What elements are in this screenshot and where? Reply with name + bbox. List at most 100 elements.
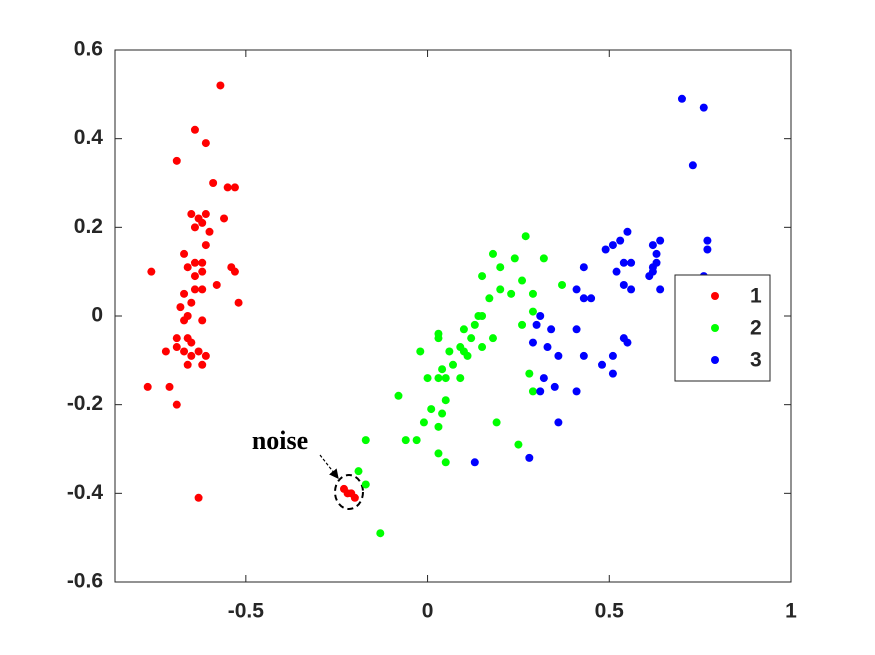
point	[677, 94, 686, 103]
point	[172, 400, 181, 409]
point	[579, 351, 588, 360]
y-tick-label: 0.4	[74, 126, 104, 149]
point	[572, 387, 581, 396]
legend-marker	[711, 356, 719, 364]
point	[434, 422, 443, 431]
point	[532, 320, 541, 329]
point	[496, 263, 505, 272]
point	[209, 179, 218, 187]
point	[416, 347, 425, 356]
point	[194, 493, 203, 502]
point	[361, 436, 370, 445]
point	[143, 382, 152, 391]
point	[172, 343, 181, 352]
point	[183, 360, 192, 369]
point	[201, 241, 210, 250]
point	[419, 418, 428, 427]
point	[394, 391, 403, 400]
point	[627, 285, 636, 294]
y-tick-label: -0.2	[67, 392, 103, 415]
point	[445, 347, 454, 356]
point	[187, 338, 196, 347]
point	[572, 325, 581, 334]
legend-label: 3	[750, 349, 762, 372]
point	[688, 161, 697, 170]
point	[528, 289, 537, 298]
point	[467, 334, 476, 343]
point	[187, 298, 196, 307]
point	[165, 382, 174, 391]
point	[441, 374, 450, 383]
point	[598, 360, 607, 369]
noise-circle	[334, 474, 364, 510]
point	[601, 245, 610, 254]
point	[623, 227, 632, 236]
point	[485, 294, 494, 303]
point	[190, 272, 199, 281]
point	[198, 218, 207, 227]
point	[554, 418, 563, 427]
point	[478, 343, 487, 352]
point	[354, 467, 363, 476]
point	[190, 285, 199, 294]
point	[645, 272, 654, 281]
point	[616, 236, 625, 245]
point	[183, 263, 192, 272]
point	[623, 338, 632, 347]
legend-label: 2	[750, 317, 762, 340]
point	[528, 307, 537, 316]
point	[438, 365, 447, 374]
point	[587, 294, 596, 303]
point	[234, 298, 243, 307]
point	[198, 267, 207, 276]
point	[619, 258, 628, 267]
point	[441, 396, 450, 405]
point	[536, 387, 545, 396]
point	[190, 258, 199, 267]
noise-arrow	[319, 454, 339, 479]
y-tick-label: -0.6	[67, 570, 103, 593]
point	[525, 369, 534, 378]
legend-marker	[711, 324, 719, 332]
point	[180, 316, 189, 325]
point	[172, 156, 181, 165]
point	[376, 529, 385, 538]
point	[507, 289, 516, 298]
point	[456, 374, 465, 383]
point	[619, 280, 628, 289]
point	[190, 125, 199, 134]
y-tick-label: -0.4	[67, 481, 104, 504]
point	[434, 334, 443, 343]
point	[510, 254, 519, 263]
point	[205, 227, 214, 236]
point	[187, 210, 196, 219]
point	[703, 245, 712, 254]
point	[438, 409, 447, 418]
point	[528, 338, 537, 347]
point	[198, 285, 207, 294]
point	[147, 267, 156, 276]
point	[198, 316, 207, 325]
point	[198, 258, 207, 267]
point	[434, 374, 443, 383]
point	[201, 210, 210, 219]
point	[528, 387, 537, 396]
point	[212, 280, 221, 289]
point	[161, 347, 170, 356]
point	[518, 276, 527, 285]
point	[543, 343, 552, 352]
point	[190, 223, 199, 232]
point	[441, 458, 450, 467]
point	[216, 81, 225, 90]
point	[550, 382, 559, 391]
point	[434, 449, 443, 458]
point	[180, 289, 189, 298]
point	[514, 440, 523, 449]
point	[463, 351, 472, 360]
point	[194, 347, 203, 356]
point	[703, 236, 712, 245]
point	[518, 320, 527, 329]
point	[536, 312, 545, 320]
point	[554, 351, 563, 360]
